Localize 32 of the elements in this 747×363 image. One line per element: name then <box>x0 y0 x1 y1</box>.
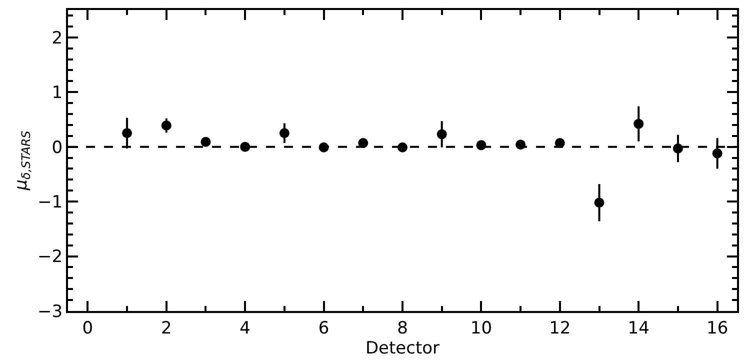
y-tick-label: 2 <box>52 28 63 48</box>
point <box>318 142 329 152</box>
x-axis-title: Detector <box>365 338 440 358</box>
x-tick-label: 8 <box>397 318 408 338</box>
point <box>200 136 211 147</box>
y-tick-label: −3 <box>38 302 63 322</box>
x-tick-label: 4 <box>240 318 251 338</box>
point <box>161 120 172 130</box>
x-tick-label: 12 <box>549 318 571 338</box>
x-tick-label: 6 <box>318 318 330 338</box>
point <box>594 198 604 208</box>
point <box>554 138 565 148</box>
point <box>516 140 526 150</box>
point <box>476 140 486 150</box>
y-tick-label: −1 <box>38 192 63 212</box>
y-tick-label: 1 <box>52 83 63 104</box>
point <box>634 118 644 129</box>
y-tick-label: −2 <box>38 247 63 268</box>
x-tick-label: 2 <box>160 318 172 338</box>
point <box>672 143 683 154</box>
point <box>436 129 447 140</box>
x-tick-label: 14 <box>628 318 650 338</box>
point <box>398 142 408 152</box>
point <box>358 138 368 148</box>
point <box>122 128 132 138</box>
y-tick-label: 0 <box>52 138 63 158</box>
x-tick-label: 10 <box>470 318 492 338</box>
x-tick-label: 0 <box>82 318 94 338</box>
point <box>712 148 722 158</box>
point <box>240 142 250 152</box>
x-tick-label: 16 <box>706 318 728 338</box>
point <box>279 128 290 138</box>
